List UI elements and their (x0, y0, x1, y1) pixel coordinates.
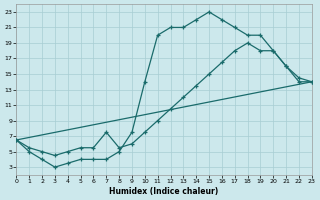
X-axis label: Humidex (Indice chaleur): Humidex (Indice chaleur) (109, 187, 219, 196)
